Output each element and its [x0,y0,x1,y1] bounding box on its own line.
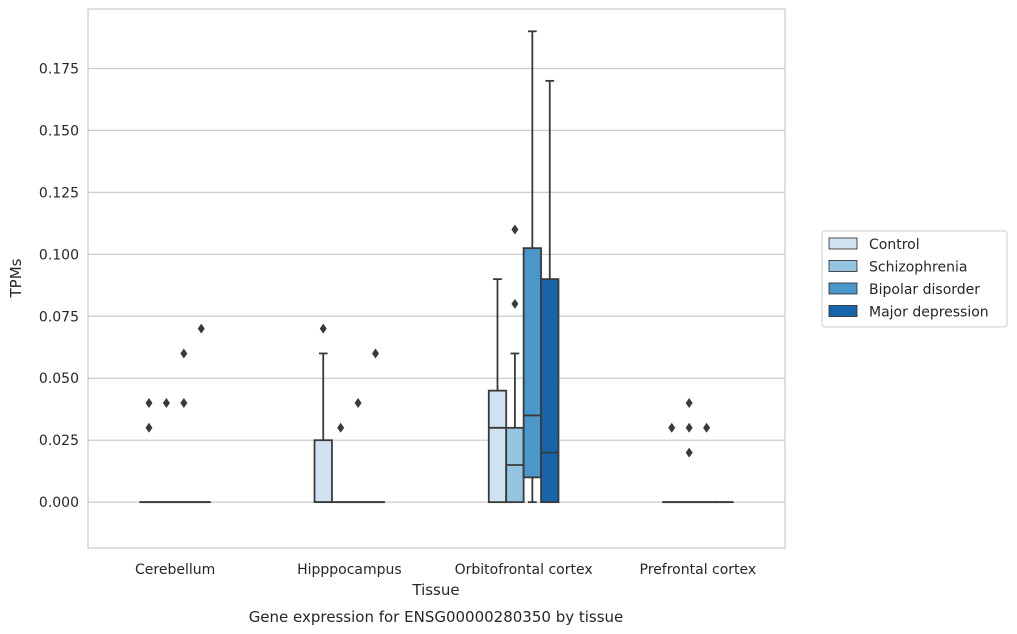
y-axis-label: TPMs [7,258,25,298]
legend: Control Schizophrenia Bipolar disorder Majo… [821,230,1008,328]
box-bipolar-disorder [696,422,717,504]
legend-label: Bipolar disorder [869,282,980,298]
box-schizophrenia [679,398,699,504]
legend-swatch [828,237,858,250]
box-major-depression [540,79,560,504]
box-control [139,398,159,504]
box-control [487,278,508,504]
box-major-depression [365,348,386,504]
box-bipolar-disorder [348,398,368,504]
x-tick-label: Orbitofrontal cortex [455,562,593,578]
y-tick-label: 0.075 [39,309,79,325]
outlier-point [685,398,693,409]
x-tick-label: Hipppocampus [297,562,402,578]
outlier-point [337,422,345,433]
legend-swatch [828,305,858,317]
box-bipolar-disorder [522,30,542,504]
y-tick-label: 0.000 [39,495,79,511]
legend-swatch [828,282,858,295]
box-body [487,389,508,504]
plot-area-frame [87,8,786,549]
x-tick-labels: Cerebellum Hipppocampus Orbitofrontal cort… [135,562,756,578]
outlier-point [668,422,676,433]
outlier-point [511,298,519,309]
x-tick-label: Cerebellum [135,562,215,578]
legend-label: Major depression [869,305,989,321]
legend-frame [821,230,1008,328]
y-tick-label: 0.150 [39,123,79,139]
outlier-point [685,422,693,433]
x-tick-label: Prefrontal cortex [640,562,757,578]
legend-swatch [828,260,858,272]
box-body [522,247,542,479]
box-body [540,278,560,504]
legend-label: Schizophrenia [869,260,967,276]
outlier-point [180,348,188,359]
y-tick-label: 0.050 [39,371,79,387]
gridlines [88,67,785,503]
outlier-point [703,422,711,433]
box-bipolar-disorder [174,348,194,504]
y-tick-label: 0.025 [39,433,79,449]
outlier-point [319,323,327,334]
y-tick-label: 0.125 [39,185,79,201]
box-schizophrenia [156,398,177,504]
box-body [313,439,333,504]
outlier-point [372,348,380,359]
box-control [313,323,333,504]
outlier-point [145,422,153,433]
x-axis-label: Tissue [411,581,459,599]
outlier-point [197,323,205,334]
y-tick-label: 0.175 [39,61,79,77]
outlier-point [685,447,693,458]
outlier-point [145,398,153,409]
outlier-point [511,224,519,235]
box-schizophrenia [505,224,525,504]
outlier-point [180,398,188,409]
box-groups [139,30,734,504]
legend-label: Control [869,237,920,253]
y-tick-label: 0.100 [39,247,79,263]
chart-title: Gene expression for ENSG00000280350 by t… [249,608,624,626]
box-major-depression [191,323,211,504]
box-schizophrenia [331,422,351,504]
y-tick-labels: 0.000 0.025 0.050 0.075 0.100 0.125 0.150 0.175 [39,61,79,511]
outlier-point [354,398,362,409]
box-control [662,422,682,504]
outlier-point [162,398,170,409]
